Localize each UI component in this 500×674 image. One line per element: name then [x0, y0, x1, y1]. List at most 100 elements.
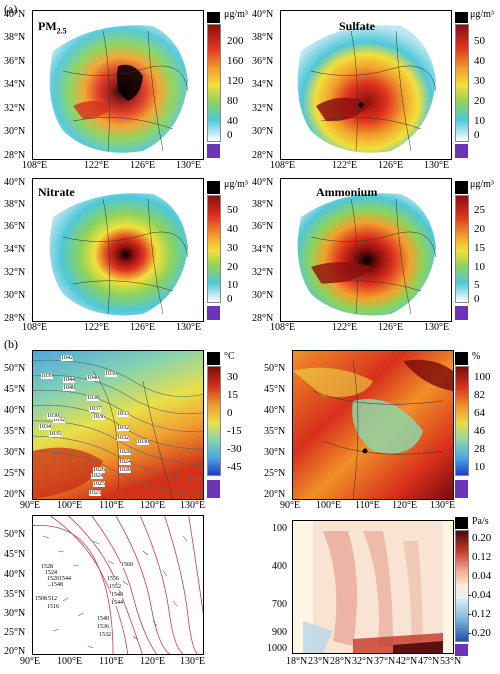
lon-tick: 126°E	[130, 322, 156, 333]
colorbar-unit: %	[472, 351, 481, 362]
isobar-label: 1030	[47, 413, 59, 419]
lat-tick: 20°N	[264, 489, 286, 500]
isobar-label: 1039	[105, 371, 117, 377]
lat-tick: 32°N	[252, 267, 274, 278]
lon-tick: 90°E	[20, 656, 41, 667]
colorbar-tick: 0	[474, 293, 480, 305]
lon-tick: 130°E	[176, 160, 202, 171]
lon-tick: 130°E	[176, 322, 202, 333]
colorbar-underflow-cap	[455, 144, 468, 158]
colorbar-overflow-cap	[455, 517, 468, 529]
ammonium-colorbar	[455, 195, 469, 303]
contour-label: 1544	[111, 600, 123, 606]
sulfate-map-panel	[280, 10, 452, 160]
lat-axis-tick: 37°N	[374, 656, 396, 667]
colorbar-tick: -0.12	[468, 608, 491, 620]
lat-tick: 35°N	[4, 426, 26, 437]
panel-title: Ammonium	[316, 185, 378, 199]
lat-tick: 40°N	[4, 9, 26, 20]
colorbar-underflow-cap	[207, 144, 220, 158]
colorbar-tick: 50	[227, 204, 238, 216]
contour-label: 1532	[99, 632, 111, 638]
colorbar-underflow-cap	[455, 644, 468, 656]
colorbar-tick: 5	[474, 279, 480, 291]
colorbar-overflow-cap	[455, 352, 468, 365]
lat-tick: 34°N	[252, 79, 274, 90]
lon-tick: 120°E	[392, 500, 418, 511]
lat-tick: 30°N	[4, 447, 26, 458]
isobar-label: 1038	[87, 395, 99, 401]
colorbar-tick: 20	[474, 223, 485, 235]
contour-label: 1560	[121, 562, 133, 568]
lat-tick: 30°N	[4, 608, 26, 619]
isobar-label: 1024	[119, 459, 131, 465]
colorbar-tick: -30	[227, 443, 242, 455]
colorbar-unit: μg/m³	[224, 179, 248, 190]
colorbar-tick: 46	[474, 425, 485, 437]
lat-tick: 40°N	[4, 177, 26, 188]
lat-axis-tick: 23°N	[308, 656, 330, 667]
lat-tick: 30°N	[252, 290, 274, 301]
contour-label: 1512	[45, 596, 57, 602]
contour-label: 1516	[47, 604, 59, 610]
lat-tick: 35°N	[4, 589, 26, 600]
lat-axis-tick: 28°N	[330, 656, 352, 667]
omega-colorbar	[455, 530, 469, 642]
isobar-label: 1044	[63, 377, 75, 383]
isobar-label: 1028	[119, 449, 131, 455]
lat-tick: 35°N	[264, 426, 286, 437]
colorbar-tick: 15	[227, 389, 238, 401]
isobar-label: 1042	[61, 355, 73, 361]
colorbar-tick: 80	[227, 95, 238, 107]
isobar-label: 1024	[91, 473, 103, 479]
lat-tick: 34°N	[4, 244, 26, 255]
lon-tick: 108°E	[270, 160, 296, 171]
colorbar-tick: 200	[227, 35, 244, 47]
lon-tick: 100°E	[57, 656, 83, 667]
figure-label-a: (a)	[4, 2, 18, 16]
colorbar-overflow-cap	[207, 181, 220, 194]
lon-tick: 110°E	[99, 500, 124, 511]
colorbar-unit: μg/m³	[470, 179, 494, 190]
wind-geopotential-panel: 1560 1556 1552 1548 1544 1540 1536 1532 …	[32, 515, 204, 655]
contour-label: 1508	[35, 596, 47, 602]
panel-title: Sulfate	[339, 19, 375, 33]
lon-tick: 122°E	[332, 160, 358, 171]
lat-tick: 28°N	[4, 150, 26, 161]
lon-tick: 122°E	[332, 322, 358, 333]
lon-tick: 108°E	[270, 322, 296, 333]
lat-tick: 40°N	[264, 405, 286, 416]
lon-tick: 110°E	[355, 500, 380, 511]
lat-tick: 50°N	[4, 529, 26, 540]
panel-title: PM2.5	[38, 19, 67, 36]
colorbar-underflow-cap	[207, 306, 220, 320]
nitrate-map-panel	[32, 178, 204, 322]
colorbar-tick: 30	[227, 242, 238, 254]
lat-tick: 38°N	[4, 199, 26, 210]
lat-tick: 38°N	[252, 32, 274, 43]
colorbar-unit: μg/m³	[224, 9, 248, 20]
lon-tick: 126°E	[130, 160, 156, 171]
isobar-label: 1037	[89, 406, 101, 412]
lat-tick: 45°N	[4, 549, 26, 560]
pressure-tick: 700	[272, 599, 287, 610]
colorbar-tick: 0.12	[472, 551, 492, 563]
lon-tick: 130°E	[424, 322, 450, 333]
lon-tick: 126°E	[378, 322, 404, 333]
colorbar-tick: -0.20	[468, 627, 491, 639]
colorbar-tick: 40	[474, 55, 485, 67]
pressure-tick: 900	[272, 627, 287, 638]
lat-tick: 28°N	[4, 313, 26, 324]
lat-tick: 36°N	[252, 221, 274, 232]
contour-label: 1528	[41, 564, 53, 570]
lon-tick: 130°E	[180, 500, 206, 511]
colorbar-underflow-cap	[455, 306, 468, 320]
lat-tick: 34°N	[252, 244, 274, 255]
lat-tick: 50°N	[4, 363, 26, 374]
lon-tick: 108°E	[22, 160, 48, 171]
isobar-label: 1036	[93, 414, 105, 420]
colorbar-overflow-cap	[455, 12, 468, 23]
lat-axis-tick: 18°N	[286, 656, 308, 667]
isobar-label: 1032	[117, 425, 129, 431]
colorbar-tick: 0.20	[472, 532, 492, 544]
